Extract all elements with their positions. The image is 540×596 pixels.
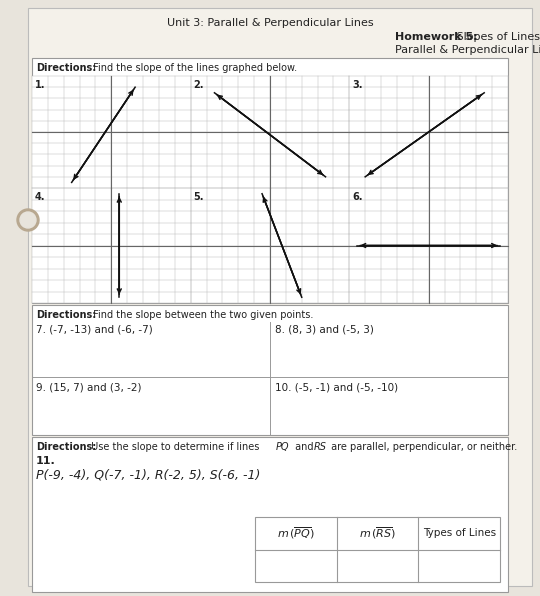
- Text: RS: RS: [314, 442, 327, 452]
- Bar: [191, 76, 349, 188]
- Text: and: and: [292, 442, 316, 452]
- Bar: [32, 76, 191, 188]
- Text: PQ: PQ: [276, 442, 289, 452]
- Bar: [191, 188, 349, 303]
- Bar: [32, 305, 508, 435]
- Text: $m\,(\overline{PQ})$: $m\,(\overline{PQ})$: [277, 526, 315, 541]
- Bar: [32, 437, 508, 592]
- Text: 3.: 3.: [352, 80, 363, 90]
- Text: Find the slope of the lines graphed below.: Find the slope of the lines graphed belo…: [90, 63, 297, 73]
- Text: Find the slope between the two given points.: Find the slope between the two given poi…: [90, 310, 313, 320]
- Text: 1.: 1.: [35, 80, 45, 90]
- Text: Directions:: Directions:: [36, 442, 96, 452]
- Text: Homework 5:: Homework 5:: [395, 32, 477, 42]
- Text: 7. (-7, -13) and (-6, -7): 7. (-7, -13) and (-6, -7): [36, 325, 153, 335]
- Text: are parallel, perpendicular, or neither.: are parallel, perpendicular, or neither.: [328, 442, 517, 452]
- Text: Unit 3: Parallel & Perpendicular Lines: Unit 3: Parallel & Perpendicular Lines: [167, 18, 373, 28]
- Bar: [255, 517, 500, 582]
- Bar: [349, 76, 508, 188]
- Text: $m\,(\overline{RS})$: $m\,(\overline{RS})$: [359, 526, 396, 541]
- Text: 10. (-5, -1) and (-5, -10): 10. (-5, -1) and (-5, -10): [275, 382, 398, 392]
- Text: 8. (8, 3) and (-5, 3): 8. (8, 3) and (-5, 3): [275, 325, 374, 335]
- Text: 6.: 6.: [352, 192, 363, 202]
- Text: Types of Lines: Types of Lines: [423, 528, 496, 538]
- Circle shape: [17, 209, 39, 231]
- Bar: [32, 188, 191, 303]
- Text: Directions:: Directions:: [36, 310, 96, 320]
- Bar: [349, 188, 508, 303]
- Text: 4.: 4.: [35, 192, 45, 202]
- Text: P(-9, -4), Q(-7, -1), R(-2, 5), S(-6, -1): P(-9, -4), Q(-7, -1), R(-2, 5), S(-6, -1…: [36, 469, 260, 482]
- Text: Parallel & Perpendicular Lines: Parallel & Perpendicular Lines: [395, 45, 540, 55]
- Text: 5.: 5.: [194, 192, 204, 202]
- Text: 9. (15, 7) and (3, -2): 9. (15, 7) and (3, -2): [36, 382, 141, 392]
- Text: Slopes of Lines;: Slopes of Lines;: [453, 32, 540, 42]
- Text: Directions:: Directions:: [36, 63, 96, 73]
- Text: 2.: 2.: [194, 80, 204, 90]
- Text: Use the slope to determine if lines: Use the slope to determine if lines: [88, 442, 262, 452]
- Text: 11.: 11.: [36, 456, 56, 466]
- Circle shape: [20, 212, 36, 228]
- Bar: [32, 58, 508, 303]
